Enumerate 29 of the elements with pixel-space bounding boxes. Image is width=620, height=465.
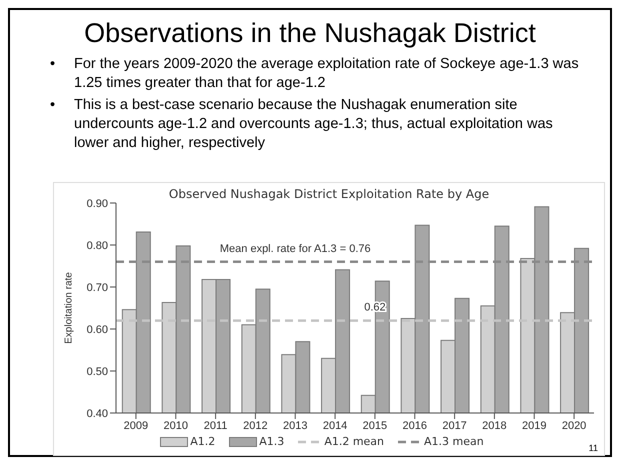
chart-subtitle: Observed Nushagak District Exploitation Rate by Age [168,187,490,201]
y-tick-label: 0.60 [86,324,108,336]
y-tick-label: 0.80 [86,240,108,252]
annotation: Mean expl. rate for A1.3 = 0.76 [220,242,371,255]
text: • This is a best-case scenario because the Nushagak enumeration site undercounts age-1.2 and overcounts age-1.3; thus, actual exploitation was lower and higher, respectively [50,97,553,151]
legend-label: A1.3 mean [424,435,484,448]
x-tick-label: 2014 [322,420,348,432]
legend-label: A1.2 mean [324,435,384,448]
chart-title: Observations in the Nushagak District [83,18,537,49]
legend-label: A1.2 [190,435,216,448]
x-tick-label: 2015 [362,420,388,432]
x-tick-label: 2013 [283,420,308,432]
y-tick-label: 0.40 [86,408,108,420]
x-tick-label: 2020 [562,420,586,432]
y-axis-title: Exploitation rate [64,272,75,344]
x-tick-label: 2018 [482,420,507,432]
text: • For the years 2009-2020 the average exploitation rate of Sockeye age-1.3 was 1.25 times greater than that for age-1.2 [50,56,579,91]
x-tick-label: 2019 [522,420,546,432]
x-tick-label: 2011 [204,420,228,432]
y-tick-label: 0.50 [86,366,108,378]
legend-label: A1.3 [259,435,284,448]
text: 11 [588,443,598,453]
x-tick-label: 2016 [402,420,427,432]
y-tick-label: 0.70 [86,282,108,294]
x-tick-label: 2012 [243,420,268,432]
y-tick-label: 0.90 [86,198,108,210]
x-tick-label: 2009 [124,420,148,432]
x-tick-label: 2010 [164,420,188,432]
x-tick-label: 2017 [442,420,467,432]
